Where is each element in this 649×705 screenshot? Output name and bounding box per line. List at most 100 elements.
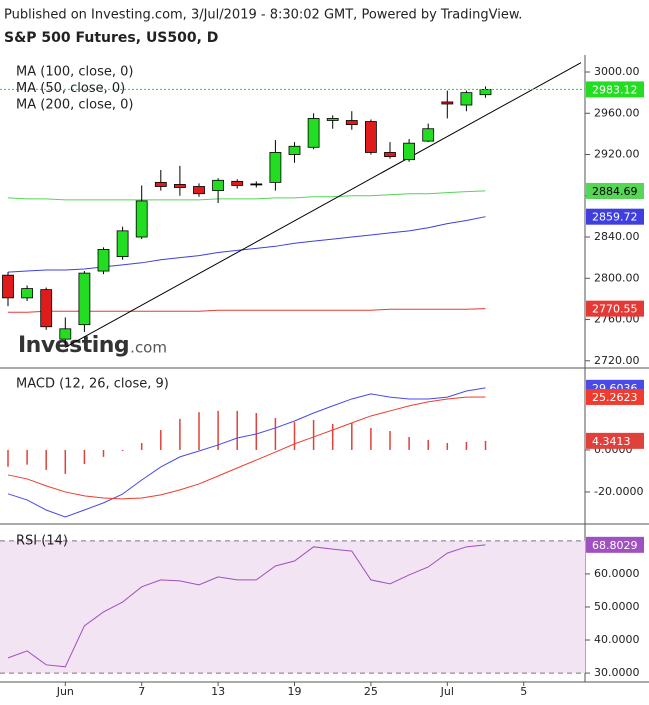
- histogram-bar: [179, 418, 181, 450]
- histogram-bar: [427, 439, 429, 450]
- candle-body: [364, 121, 377, 153]
- y-tick-label: 2960.00: [594, 106, 640, 119]
- chart-title: S&P 500 Futures, US500, D: [4, 30, 218, 46]
- candle-body: [21, 288, 34, 299]
- y-tick-label: 50.0000: [594, 600, 640, 613]
- legend-entry: MA (200, close, 0): [16, 98, 133, 113]
- y-tick-label: 2800.00: [594, 271, 640, 284]
- histogram-bar: [121, 449, 124, 452]
- x-tick-label: 7: [138, 685, 145, 698]
- histogram-bar: [446, 443, 449, 450]
- y-tick-label: 40.0000: [594, 633, 640, 646]
- candle-body: [193, 186, 205, 195]
- histogram-bar: [236, 410, 238, 450]
- candle-body: [345, 120, 358, 126]
- candle-body: [2, 274, 14, 299]
- y-tick-label: 2920.00: [594, 148, 640, 161]
- candle-body: [173, 184, 186, 188]
- candle-body: [441, 101, 454, 105]
- published-note: Published on Investing.com, 3/Jul/2019 -…: [4, 8, 522, 23]
- trendline: [65, 62, 582, 348]
- candle-body: [231, 180, 244, 186]
- axes: 2720.002760.002800.002840.002880.002920.…: [16, 65, 644, 698]
- series-line: [7, 544, 486, 668]
- candle-body: [422, 128, 435, 142]
- y-tick-label: 3000.00: [594, 65, 640, 78]
- watermark: Investing: [18, 333, 129, 358]
- price-panel: Investing .com: [0, 62, 585, 358]
- last-value-box: [586, 208, 644, 225]
- series-line: [7, 190, 486, 201]
- histogram-bar: [389, 431, 391, 450]
- candle-body: [460, 92, 473, 106]
- last-value-label: 2770.55: [592, 303, 638, 316]
- candle-body: [116, 230, 129, 258]
- x-tick-label: 19: [288, 685, 302, 698]
- candle-body: [307, 118, 320, 148]
- last-value-box: [586, 300, 644, 317]
- series-line: [7, 396, 486, 500]
- y-tick-label: -20.0000: [594, 485, 643, 498]
- histogram-bar: [293, 422, 296, 450]
- y-tick-label: 2720.00: [594, 354, 640, 367]
- candle-body: [479, 89, 492, 96]
- candle-body: [403, 142, 416, 161]
- histogram-bar: [102, 449, 105, 457]
- last-value-label: 68.8029: [592, 539, 638, 552]
- legend-entry: MA (50, close, 0): [16, 81, 125, 96]
- candle-body: [40, 289, 53, 328]
- histogram-bar: [64, 449, 67, 474]
- candle-body: [97, 249, 110, 272]
- histogram-bar: [351, 422, 353, 450]
- candle-body: [326, 118, 339, 121]
- histogram-bar: [312, 419, 315, 450]
- histogram-bar: [370, 427, 372, 450]
- x-tick-label: Jul: [440, 685, 454, 698]
- candle-body: [78, 272, 91, 326]
- histogram-bar: [331, 423, 334, 450]
- candle-body: [212, 179, 225, 192]
- macd-panel: [7, 387, 487, 518]
- histogram-bar: [484, 440, 487, 450]
- x-tick-label: 5: [520, 685, 527, 698]
- candle-body: [250, 183, 263, 186]
- x-tick-label: 13: [211, 685, 225, 698]
- last-value-box: [586, 388, 644, 405]
- last-value-label: 2983.12: [592, 83, 638, 96]
- legend-entry: MA (100, close, 0): [16, 65, 133, 80]
- series-line: [7, 216, 486, 273]
- series-line: [7, 387, 486, 518]
- last-value-box: [586, 81, 644, 98]
- rsi-band: [0, 540, 585, 674]
- last-value-box: [586, 536, 644, 553]
- histogram-bar: [140, 443, 143, 450]
- last-value-box: [586, 182, 644, 199]
- histogram-bar: [274, 418, 277, 450]
- candle-body: [135, 200, 148, 238]
- histogram-bar: [83, 449, 86, 465]
- legend-entry: MACD (12, 26, close, 9): [16, 377, 169, 392]
- rsi-panel: [0, 540, 585, 674]
- x-tick-label: 25: [364, 685, 378, 698]
- histogram-bar: [160, 430, 162, 450]
- y-tick-label: 30.0000: [594, 666, 640, 679]
- last-value-label: 4.3413: [592, 435, 631, 448]
- candle-body: [288, 145, 301, 155]
- y-tick-label: 60.0000: [594, 567, 640, 580]
- candle-body: [384, 152, 396, 157]
- histogram-bar: [465, 441, 468, 450]
- legend-entry: RSI (14): [16, 534, 68, 549]
- histogram-bar: [255, 413, 258, 450]
- candle-body: [269, 152, 282, 183]
- candle-body: [59, 328, 72, 340]
- y-tick-label: 2840.00: [594, 230, 640, 243]
- last-value-label: 25.2623: [592, 391, 638, 404]
- histogram-bar: [45, 449, 47, 470]
- histogram-bar: [7, 449, 9, 467]
- histogram-bar: [217, 410, 219, 450]
- last-value-label: 2884.69: [592, 185, 638, 198]
- histogram-bar: [408, 436, 410, 450]
- histogram-bar: [198, 412, 200, 450]
- x-tick-label: Jun: [56, 685, 74, 698]
